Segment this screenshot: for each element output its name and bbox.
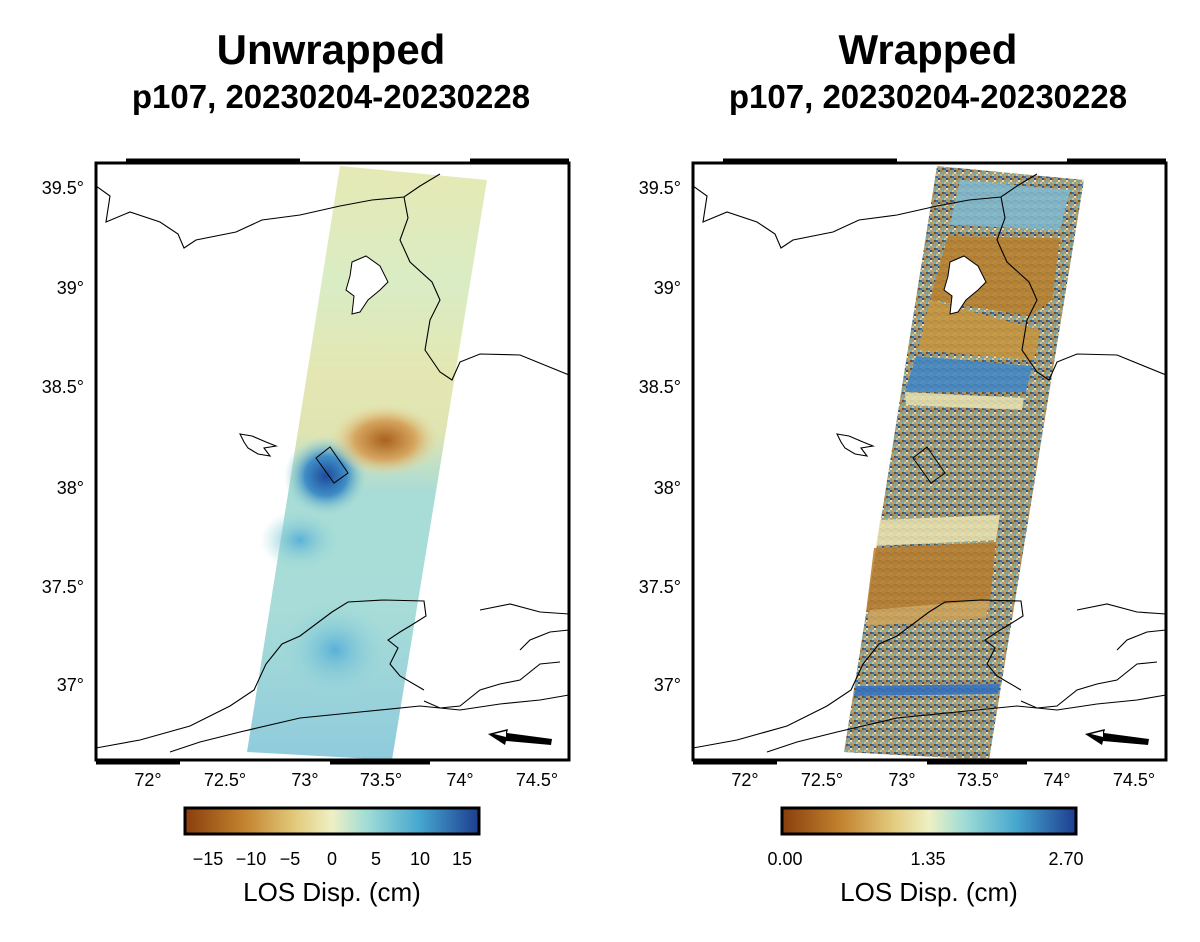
lat-tick-label: 37°: [654, 675, 681, 695]
colorbar: −15 −10 −5 0 5 10 15 LOS Disp. (cm): [183, 806, 481, 907]
lat-axis: 39.5° 39° 38.5° 38° 37.5° 37°: [639, 178, 681, 695]
lon-tick-label: 72.5°: [801, 770, 843, 790]
colorbar-label: LOS Disp. (cm): [243, 877, 421, 907]
lon-tick-label: 72°: [731, 770, 758, 790]
lon-axis: 72° 72.5° 73° 73.5° 74° 74.5°: [134, 770, 558, 790]
lat-tick-label: 37.5°: [42, 577, 84, 597]
lon-tick-label: 74.5°: [1113, 770, 1155, 790]
fault-rectangle: [315, 446, 349, 484]
lon-tick-label: 73°: [291, 770, 318, 790]
lon-tick-label: 74°: [1043, 770, 1070, 790]
colorbar-ramp: [183, 806, 481, 836]
map-area: [96, 166, 569, 760]
lat-axis: 39.5° 39° 38.5° 38° 37.5° 37°: [42, 178, 84, 695]
panel-title: Wrapped: [839, 26, 1018, 73]
lat-tick-label: 39.5°: [42, 178, 84, 198]
colorbar-label: LOS Disp. (cm): [840, 877, 1018, 907]
lon-axis: 72° 72.5° 73° 73.5° 74° 74.5°: [731, 770, 1155, 790]
map-frame: [691, 161, 1168, 762]
colorbar-tick: −10: [236, 849, 267, 869]
lat-tick-label: 37.5°: [639, 577, 681, 597]
lat-tick-label: 38°: [57, 478, 84, 498]
lake-karakul: [345, 255, 389, 315]
lat-tick-label: 37°: [57, 675, 84, 695]
colorbar: 0.00 1.35 2.70 LOS Disp. (cm): [767, 806, 1084, 907]
map-frame: [94, 161, 571, 762]
country-borders: [693, 173, 1166, 753]
frame-ticks: [693, 158, 1166, 765]
los-arrow-icon: [1085, 729, 1149, 745]
lake-karakul: [943, 255, 987, 315]
colorbar-ramp: [780, 806, 1078, 836]
lat-tick-label: 39°: [654, 278, 681, 298]
deformation-lobe-negative: [330, 404, 440, 476]
lat-tick-label: 39.5°: [639, 178, 681, 198]
panel-unwrapped: Unwrapped p107, 20230204-20230228: [42, 26, 571, 907]
colorbar-tick: 5: [371, 849, 381, 869]
blue-patch: [280, 600, 390, 700]
colorbar-tick: 1.35: [910, 849, 945, 869]
lat-tick-label: 38.5°: [42, 377, 84, 397]
lon-tick-label: 72.5°: [204, 770, 246, 790]
lon-tick-label: 74.5°: [516, 770, 558, 790]
colorbar-tick: 0.00: [767, 849, 802, 869]
panel-subtitle: p107, 20230204-20230228: [132, 78, 530, 115]
colorbar-tick: −5: [280, 849, 301, 869]
lon-tick-label: 73.5°: [360, 770, 402, 790]
blue-patch: [260, 510, 340, 570]
panel-subtitle: p107, 20230204-20230228: [729, 78, 1127, 115]
country-borders: [96, 173, 569, 753]
fault-rectangle: [912, 446, 946, 484]
lon-tick-label: 74°: [446, 770, 473, 790]
colorbar-tick: 2.70: [1048, 849, 1083, 869]
map-area: [693, 166, 1166, 760]
lat-tick-label: 38.5°: [639, 377, 681, 397]
colorbar-tick: 0: [327, 849, 337, 869]
lon-tick-label: 73°: [888, 770, 915, 790]
fringe-bands: [854, 180, 1070, 696]
lat-tick-label: 38°: [654, 478, 681, 498]
lon-tick-label: 73.5°: [957, 770, 999, 790]
lon-tick-label: 72°: [134, 770, 161, 790]
colorbar-tick: −15: [193, 849, 224, 869]
panel-wrapped: Wrapped p107, 20230204-20230228: [639, 26, 1168, 907]
colorbar-tick: 10: [410, 849, 430, 869]
colorbar-tick: 15: [452, 849, 472, 869]
lat-tick-label: 39°: [57, 278, 84, 298]
panel-title: Unwrapped: [217, 26, 446, 73]
los-arrow-icon: [488, 729, 552, 745]
frame-ticks: [96, 158, 569, 765]
